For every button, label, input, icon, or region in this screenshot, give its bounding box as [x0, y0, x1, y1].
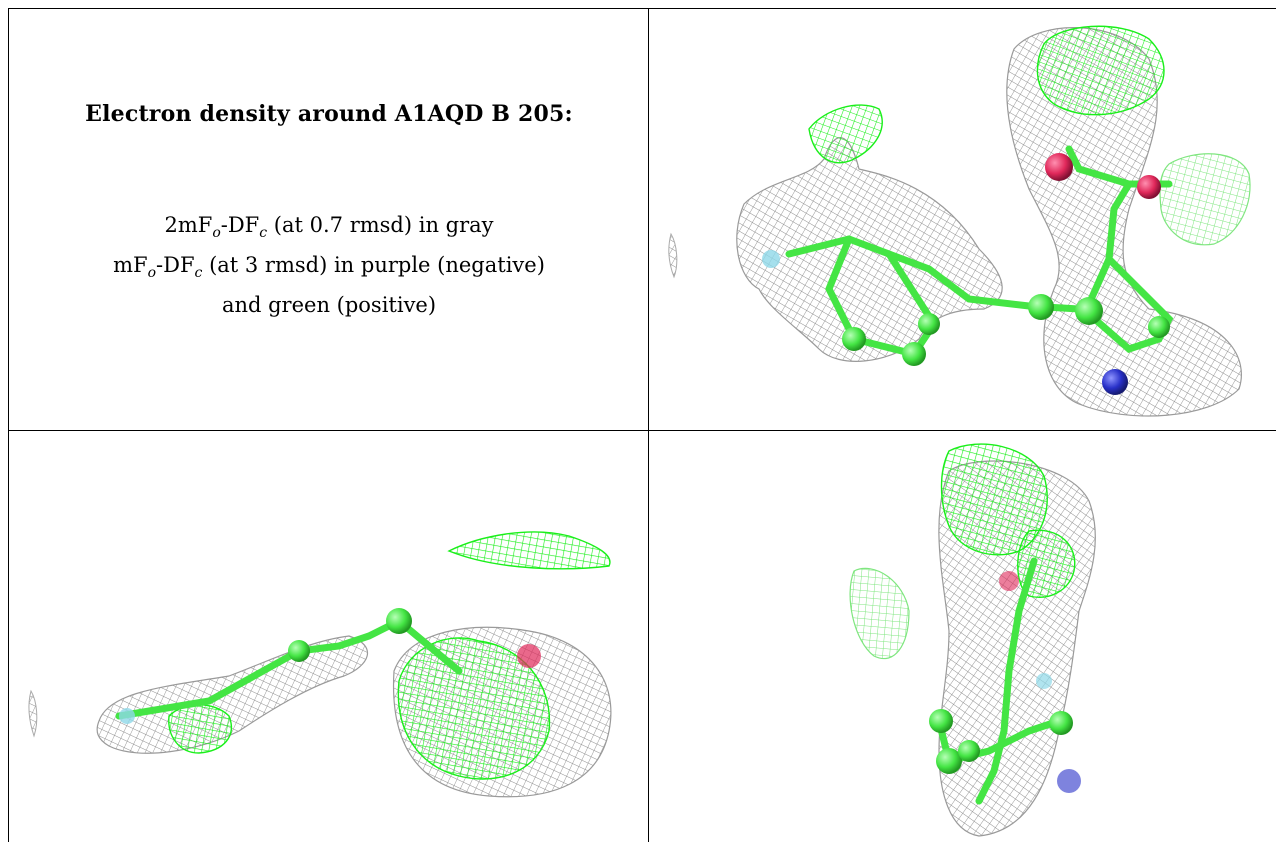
carbon-atom	[386, 608, 412, 634]
carbon-atom	[929, 709, 953, 733]
carbon-atom	[958, 740, 980, 762]
carbon-atom	[1148, 316, 1170, 338]
density-render-top-right	[668, 25, 1251, 417]
oxygen-atom	[1045, 153, 1073, 181]
green-density-mesh-mid	[1017, 529, 1076, 598]
fluorine-atom	[762, 250, 780, 268]
carbon-atom	[1075, 297, 1103, 325]
table-middle-divider	[8, 430, 1276, 431]
table-center-divider	[648, 8, 649, 842]
caption-line-fofc: mFo-DFc (at 3 rmsd) in purple (negative)	[113, 253, 545, 282]
ligand-bonds	[115, 616, 463, 720]
density-view-bottom-right	[649, 431, 1276, 842]
carbon-atom	[1049, 711, 1073, 735]
oxygen-atom	[517, 644, 541, 668]
green-density-mesh-side	[849, 567, 910, 660]
fluorine-atom	[1036, 673, 1052, 689]
fluorine-atom	[119, 708, 135, 724]
gray-density-mesh	[96, 635, 369, 754]
carbon-atom	[936, 748, 962, 774]
oxygen-atom	[1137, 175, 1161, 199]
caption-cell: Electron density around A1AQD B 205: 2mF…	[9, 9, 648, 430]
table-left-border	[8, 8, 9, 842]
green-density-mesh-top	[1036, 25, 1165, 116]
caption-line-fofc-rest: (at 3 rmsd) in purple (negative)	[209, 253, 545, 278]
carbon-atom	[902, 342, 926, 366]
density-render-bottom-left	[28, 531, 612, 798]
carbon-atom	[1028, 294, 1054, 320]
stray-density	[28, 689, 38, 738]
nitrogen-atom	[1102, 369, 1128, 395]
caption-legend: 2mFo-DFc (at 0.7 rmsd) in gray mFo-DFc (…	[9, 209, 648, 321]
density-view-bottom-left	[9, 431, 648, 842]
carbon-atom	[918, 313, 940, 335]
carbon-atom	[288, 640, 310, 662]
nitrogen-atom	[1057, 769, 1081, 793]
ligand-bonds	[935, 557, 1063, 805]
caption-line-2fofc: 2mFo-DFc (at 0.7 rmsd) in gray	[164, 213, 494, 242]
green-density-mesh-center	[397, 637, 551, 780]
caption-line-2fofc-rest: (at 0.7 rmsd) in gray	[273, 213, 494, 237]
density-view-top-right	[649, 9, 1276, 430]
green-density-mesh-side	[1159, 153, 1251, 246]
green-density-mesh-top	[447, 531, 611, 570]
green-density-mesh-left	[808, 104, 883, 164]
density-render-bottom-right	[849, 443, 1096, 837]
carbon-atom	[842, 327, 866, 351]
oxygen-atom	[999, 571, 1019, 591]
caption-line-3: and green (positive)	[221, 293, 437, 318]
stray-density	[668, 232, 678, 279]
caption-title: Electron density around A1AQD B 205:	[85, 101, 573, 127]
table-top-border	[8, 8, 1276, 9]
